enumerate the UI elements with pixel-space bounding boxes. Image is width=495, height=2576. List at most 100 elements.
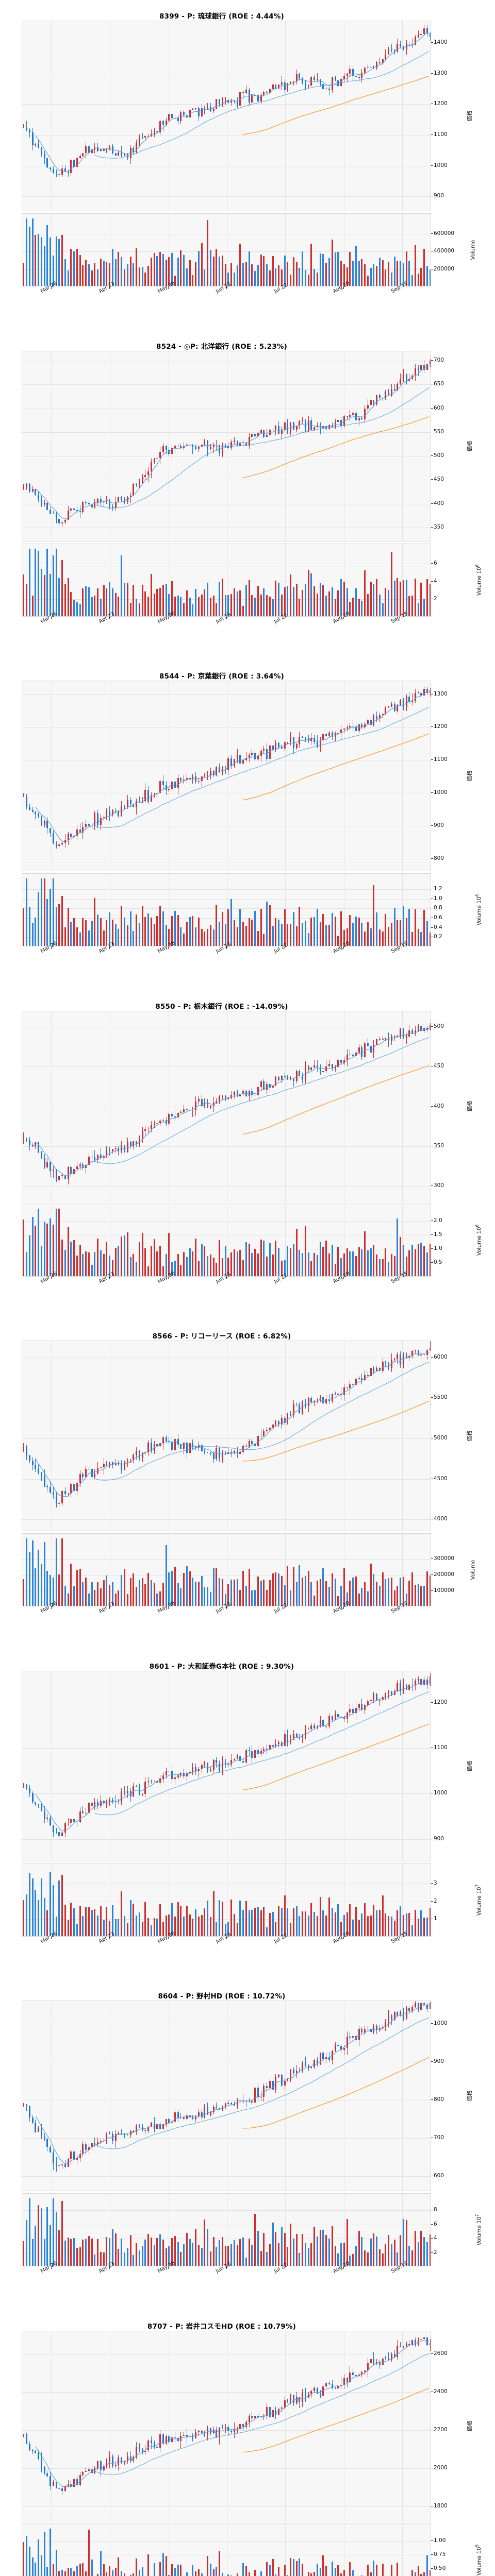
volume-bar [76,249,78,286]
volume-bar [280,1907,283,1936]
volume-bar [378,1586,381,1606]
volume-bar [91,2560,93,2576]
volume-bar [230,594,233,616]
volume-bar [23,262,25,286]
gridline-vertical [402,544,403,616]
candlestick [79,21,81,211]
volume-bar [295,2561,298,2576]
candlestick [251,351,253,541]
volume-bar [272,1573,274,1606]
candlestick [174,681,176,871]
x-axis-tickmark [168,1936,169,1939]
candlestick [61,1671,63,1861]
volume-bar [195,2229,197,2266]
volume-bar [85,1251,87,1276]
candlestick [43,681,45,871]
candlestick [304,2001,306,2191]
volume-bar [31,1217,34,1276]
volume-bar [76,927,78,946]
volume-bar [162,254,164,286]
candlestick [367,1011,369,1201]
volume-bar [269,597,271,616]
candlestick [420,351,422,541]
candlestick [397,351,399,541]
volume-bar [263,588,265,616]
volume-bar [292,1244,294,1276]
candlestick [352,351,354,541]
candlestick [275,351,277,541]
volume-bar [197,2245,200,2266]
volume-bar [133,1253,135,1276]
price-axis-tick: 2200 [431,2426,448,2433]
volume-bar [174,1567,176,1606]
x-axis-tickmark [109,286,110,289]
x-axis-tickmark [343,1936,344,1939]
price-axis-tick: 5500 [431,1394,448,1401]
volume-bar [319,922,321,946]
volume-bar [85,1907,87,1936]
candlestick [147,1011,150,1201]
candlestick [55,1341,57,1531]
volume-bar [79,2247,81,2266]
volume-bar [129,1900,131,1936]
volume-bar [118,2249,120,2266]
volume-bar [43,1222,45,1276]
volume-bar [35,1568,37,1606]
candlestick [35,21,37,211]
volume-bar [204,2219,206,2266]
candlestick [364,21,366,211]
volume-bar [35,548,37,616]
volume-bar [136,599,137,616]
volume-bar [227,1584,229,1606]
volume-bar [55,1208,57,1276]
volume-bar [397,261,399,286]
volume-bar [245,585,247,616]
candlestick [227,1011,229,1201]
volume-bar [370,267,372,286]
volume-plot-area [22,873,431,946]
volume-bar [260,2250,262,2266]
volume-bar [420,2574,422,2576]
volume-bar [411,1572,414,1606]
candlestick [159,1011,161,1201]
volume-bar [114,259,117,286]
volume-bar [364,1582,366,1606]
candlestick [91,21,93,211]
volume-bar [390,1577,392,1606]
volume-bar [168,1232,170,1276]
sma-mid-line [95,2018,429,2149]
volume-bar [325,1915,327,1936]
volume-bar [304,584,306,616]
candlestick [23,1671,25,1861]
volume-bar [109,2566,111,2576]
candlestick [136,1341,137,1531]
candlestick [70,351,72,541]
volume-bar [385,588,387,616]
x-axis-tickmark [168,616,169,619]
volume-axis-tick: 0.75 [431,2551,446,2557]
price-axis-tick: 650 [431,381,444,387]
candlestick [290,1671,292,1861]
candlestick [186,1671,188,1861]
sma-long-line [243,416,430,477]
candlestick [141,1341,143,1531]
candlestick [46,21,48,211]
candlestick [76,2001,78,2191]
volume-bar [136,1262,137,1276]
candlestick [376,1671,378,1861]
volume-bar [55,2549,57,2576]
candlestick [197,1671,200,1861]
candlestick [349,1671,351,1861]
volume-bar [183,2244,185,2266]
candlestick [79,681,81,871]
volume-bar [284,1585,286,1606]
volume-bar [388,261,390,286]
candlestick [275,681,277,871]
volume-bar [370,582,372,616]
candlestick [408,681,410,871]
candlestick [275,1011,277,1201]
candlestick [79,1011,81,1201]
volume-bar [40,2208,42,2266]
volume-bar [195,1238,197,1276]
x-axis-tickmark [51,946,52,949]
